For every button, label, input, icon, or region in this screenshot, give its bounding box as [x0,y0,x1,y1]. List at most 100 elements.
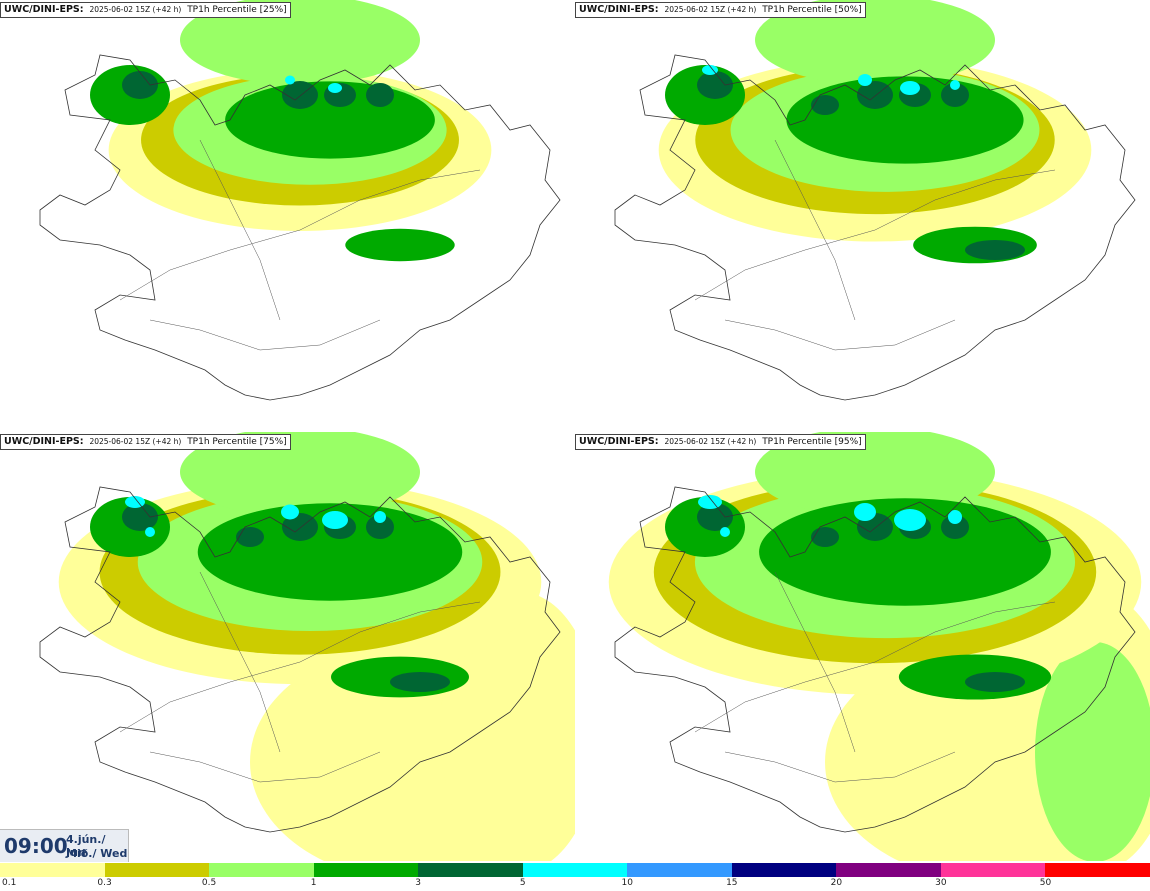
panel-header: UWC/DINI-EPS: 2025-06-02 15Z (+42 h) TP1… [0,2,291,18]
precip-area [180,0,420,85]
precip-area [702,65,718,75]
road [119,601,481,733]
precip-area [941,515,969,539]
model-label: UWC/DINI-EPS: [4,436,84,447]
precip-area [759,498,1051,606]
precip-area [948,510,962,524]
precip-area [965,672,1025,692]
scale-swatch [836,863,942,877]
precip-area [390,672,450,692]
precip-area [698,495,722,509]
precip-area [122,503,158,531]
scale-swatch [731,863,837,877]
param-label: TP1h Percentile [25%] [187,5,287,15]
scale-label: 1 [310,878,317,888]
road [199,139,281,321]
precip-area [282,513,318,541]
precip-area [285,75,295,85]
map-panel-p75: UWC/DINI-EPS: 2025-06-02 15Z (+42 h) TP1… [0,432,575,862]
precip-field [608,432,1150,862]
coastline [39,486,561,833]
coastline [614,54,1136,401]
precip-area [755,0,995,85]
road [694,169,1056,301]
scale-label: 15 [726,878,738,888]
scale-label: 0.5 [201,878,217,888]
map-panel-p95: UWC/DINI-EPS: 2025-06-02 15Z (+42 h) TP1… [575,432,1150,862]
precip-area [145,527,155,537]
road [724,751,956,783]
valid-time: 09:00 [4,834,68,858]
run-label: 2025-06-02 15Z (+42 h) [664,5,757,14]
precip-area [282,81,318,109]
scale-label: 0.3 [97,878,112,888]
scale-label: 30 [935,878,947,888]
scale-swatch [418,863,524,877]
road [199,571,281,753]
scale-swatch [209,863,315,877]
precip-area [281,504,299,520]
valid-weekday: Mið./ Wed [66,847,128,860]
coastline [39,54,561,401]
param-label: TP1h Percentile [75%] [187,437,287,447]
panel-header: UWC/DINI-EPS: 2025-06-02 15Z (+42 h) TP1… [575,434,866,450]
precip-area [811,95,839,115]
precip-area [720,527,730,537]
precip-area [374,511,386,523]
precip-area [858,74,872,86]
precip-area [366,83,394,107]
precip-area [366,515,394,539]
road [774,139,856,321]
scale-label: 10 [621,878,633,888]
scale-label: 0.1 [2,878,17,888]
color-scale: 0.1 0.3 0.5 1 3 5 10 15 20 30 50 [0,861,1150,891]
road [149,751,381,783]
map-panel-p25: UWC/DINI-EPS: 2025-06-02 15Z (+42 h) TP1… [0,0,575,430]
valid-time-box: 09:00 4.jún./ Jun Mið./ Wed [0,829,129,862]
scale-swatch [1045,863,1150,877]
run-label: 2025-06-02 15Z (+42 h) [89,437,182,446]
precip-map [608,432,1150,862]
scale-label: 50 [1039,878,1052,888]
model-label: UWC/DINI-EPS: [579,4,659,15]
precip-area [894,509,926,531]
model-label: UWC/DINI-EPS: [4,4,84,15]
precip-area [965,240,1025,260]
run-label: 2025-06-02 15Z (+42 h) [664,437,757,446]
scale-label: 3 [415,878,422,888]
road [774,571,856,753]
precip-area [950,80,960,90]
run-label: 2025-06-02 15Z (+42 h) [89,5,182,14]
precip-area [697,71,733,99]
precip-area [345,228,455,262]
precip-map [39,432,575,862]
precip-area [322,511,348,529]
precip-field [90,0,492,262]
precip-area [811,527,839,547]
precip-field [658,0,1092,264]
road [149,319,381,351]
precip-area [122,71,158,99]
param-label: TP1h Percentile [95%] [762,437,862,447]
panel-header: UWC/DINI-EPS: 2025-06-02 15Z (+42 h) TP1… [575,2,866,18]
precip-map [614,0,1136,401]
precip-area [857,81,893,109]
precip-area [697,503,733,531]
map-panel-p50: UWC/DINI-EPS: 2025-06-02 15Z (+42 h) TP1… [575,0,1150,430]
param-label: TP1h Percentile [50%] [762,5,862,15]
precip-area [854,503,876,521]
precip-area [236,527,264,547]
scale-label: 20 [830,878,843,888]
precip-field [58,432,575,862]
precip-area [1035,642,1150,862]
precip-area [941,83,969,107]
scale-swatch [940,863,1046,877]
precip-area [180,432,420,517]
scale-label: 5 [519,878,526,888]
precip-area [755,432,995,517]
road [724,319,956,351]
scale-swatch [522,863,628,877]
precip-map [39,0,561,401]
precip-area [328,83,342,93]
scale-swatch [104,863,210,877]
